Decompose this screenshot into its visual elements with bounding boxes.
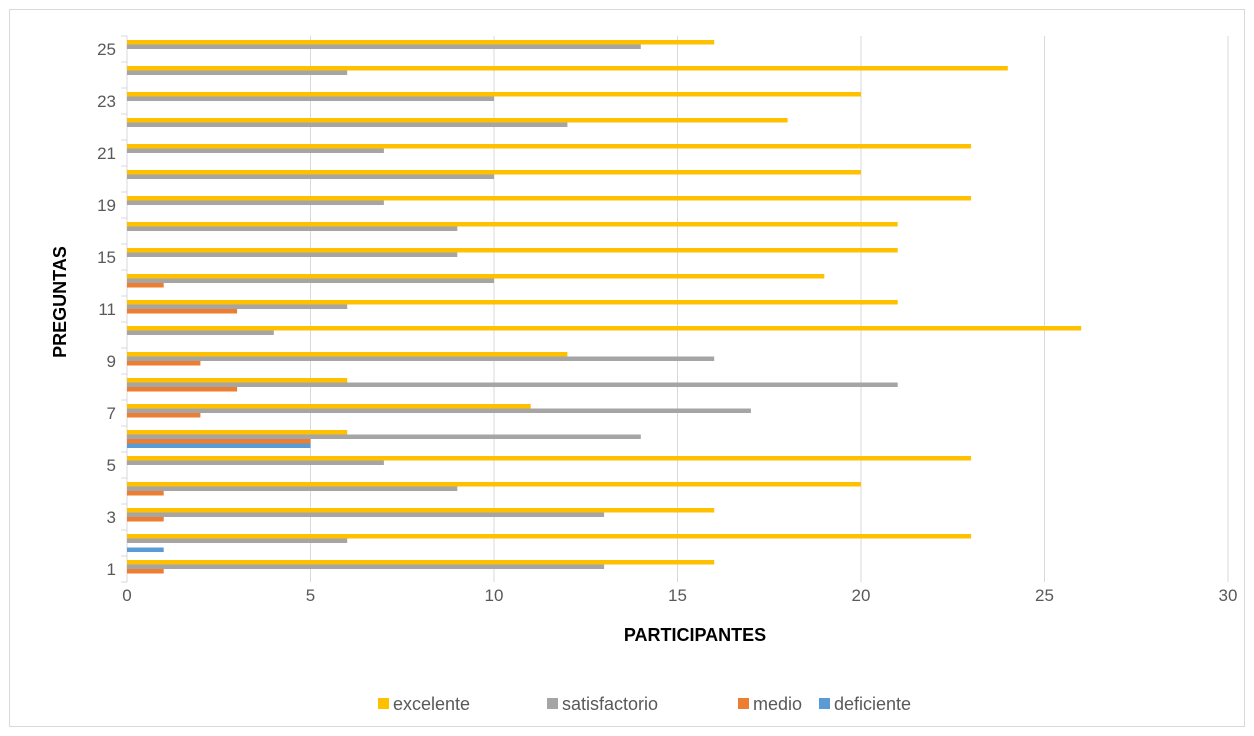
- bar-excelente: [127, 66, 1008, 71]
- bar-satisfactorio: [127, 96, 494, 101]
- y-tick-label: 23: [97, 92, 116, 111]
- bar-excelente: [127, 560, 715, 565]
- bar-excelente: [127, 40, 715, 45]
- bar-excelente: [127, 222, 898, 227]
- legend-swatch-satisfactorio: [547, 698, 558, 709]
- bar-excelente: [127, 248, 898, 253]
- x-tick-label: 25: [1035, 586, 1054, 605]
- bar-satisfactorio: [127, 538, 348, 543]
- bar-excelente: [127, 326, 1082, 331]
- x-tick-label: 30: [1219, 586, 1238, 605]
- x-tick-label: 10: [485, 586, 504, 605]
- bar-excelente: [127, 508, 715, 513]
- bar-satisfactorio: [127, 278, 494, 283]
- bar-satisfactorio: [127, 434, 641, 439]
- bar-satisfactorio: [127, 148, 384, 153]
- bar-satisfactorio: [127, 226, 458, 231]
- y-tick-label: 19: [97, 196, 116, 215]
- legend: excelente satisfactorio medio deficiente: [378, 694, 911, 714]
- y-axis-title: PREGUNTAS: [50, 246, 70, 358]
- bar-satisfactorio: [127, 382, 898, 387]
- bar-satisfactorio: [127, 200, 384, 205]
- bar-medio: [127, 569, 164, 574]
- x-tick-labels: 0 5 10 15 20 25 30: [122, 586, 1237, 605]
- bar-satisfactorio: [127, 70, 348, 75]
- x-axis-title: PARTICIPANTES: [624, 625, 766, 645]
- y-tick-label: 21: [97, 144, 116, 163]
- bar-excelente: [127, 378, 348, 383]
- x-tick-label: 15: [668, 586, 687, 605]
- x-tick-label: 0: [122, 586, 131, 605]
- bar-excelente: [127, 482, 861, 487]
- bar-excelente: [127, 118, 788, 123]
- bar-medio: [127, 491, 164, 496]
- legend-label-deficiente: deficiente: [834, 694, 911, 714]
- y-tick-label: 5: [107, 456, 116, 475]
- legend-swatch-deficiente: [819, 698, 830, 709]
- bar-deficiente: [127, 443, 311, 448]
- bar-medio: [127, 387, 238, 392]
- x-tick-label: 5: [306, 586, 315, 605]
- bar-excelente: [127, 274, 825, 279]
- legend-swatch-medio: [738, 698, 749, 709]
- y-tick-label: 3: [107, 508, 116, 527]
- bar-medio: [127, 439, 311, 444]
- bar-satisfactorio: [127, 408, 751, 413]
- bar-excelente: [127, 534, 972, 539]
- legend-swatch-excelente: [378, 698, 389, 709]
- y-tick-label: 11: [98, 300, 116, 319]
- bar-satisfactorio: [127, 174, 494, 179]
- y-tick-labels: 1 3 5 7 9 11 15 19 21 23 25: [97, 40, 116, 579]
- x-tick-label: 20: [852, 586, 871, 605]
- bar-excelente: [127, 196, 972, 201]
- legend-label-satisfactorio: satisfactorio: [562, 694, 658, 714]
- bar-medio: [127, 283, 164, 288]
- y-tick-label: 25: [97, 40, 116, 59]
- bar-satisfactorio: [127, 460, 384, 465]
- bar-excelente: [127, 92, 861, 97]
- y-tick-label: 15: [97, 248, 116, 267]
- bar-satisfactorio: [127, 486, 458, 491]
- y-tick-label: 7: [107, 404, 116, 423]
- bar-satisfactorio: [127, 564, 605, 569]
- bar-excelente: [127, 144, 972, 149]
- bar-satisfactorio: [127, 44, 641, 49]
- bar-satisfactorio: [127, 304, 348, 309]
- bar-satisfactorio: [127, 330, 274, 335]
- y-tick-label: 1: [107, 560, 116, 579]
- legend-label-medio: medio: [753, 694, 802, 714]
- bar-deficiente: [127, 547, 164, 552]
- y-tick-label: 9: [107, 352, 116, 371]
- bar-satisfactorio: [127, 252, 458, 257]
- bar-satisfactorio: [127, 122, 568, 127]
- bar-medio: [127, 413, 201, 418]
- bar-excelente: [127, 404, 531, 409]
- bar-medio: [127, 517, 164, 522]
- bar-excelente: [127, 170, 861, 175]
- bar-excelente: [127, 352, 568, 357]
- bar-medio: [127, 309, 238, 314]
- bar-satisfactorio: [127, 356, 715, 361]
- bar-excelente: [127, 300, 898, 305]
- bar-excelente: [127, 430, 348, 435]
- bars: [127, 40, 1082, 574]
- bar-satisfactorio: [127, 512, 605, 517]
- bar-excelente: [127, 456, 972, 461]
- chart-frame: [9, 9, 1245, 727]
- bar-medio: [127, 361, 201, 366]
- legend-label-excelente: excelente: [393, 694, 470, 714]
